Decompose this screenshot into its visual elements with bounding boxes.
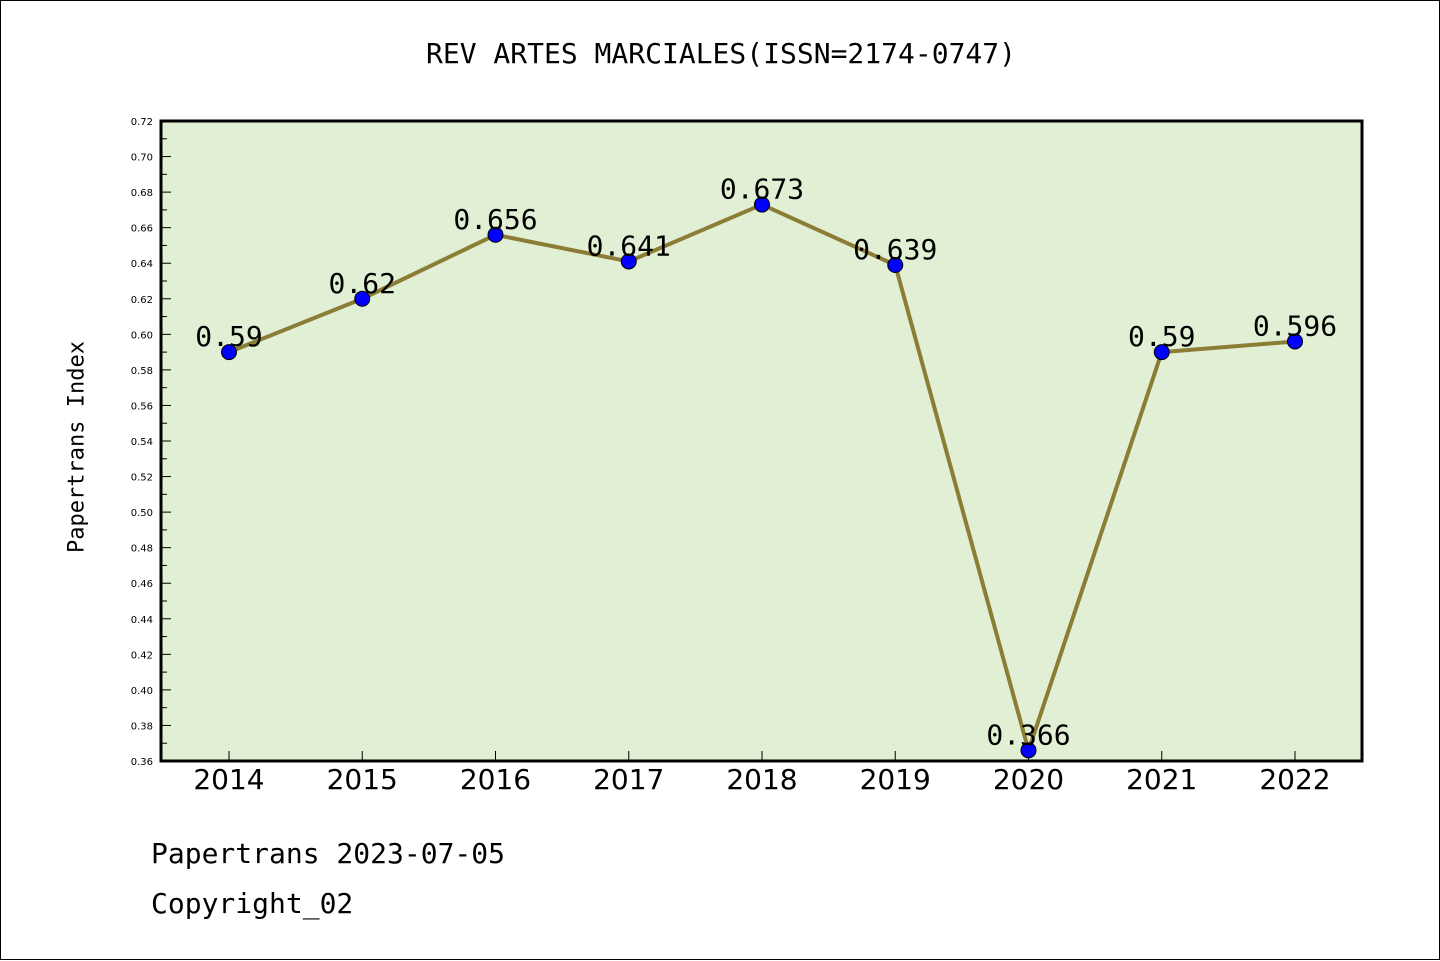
y-tick-label: 0.52 xyxy=(131,473,153,484)
y-tick-label: 0.60 xyxy=(131,330,153,341)
y-tick-label: 0.46 xyxy=(131,579,153,590)
y-tick-label: 0.64 xyxy=(131,259,153,270)
footer-date: Papertrans 2023-07-05 xyxy=(151,837,506,870)
data-point xyxy=(487,226,504,243)
data-point xyxy=(887,257,904,273)
x-tick-label: 2018 xyxy=(726,763,797,796)
x-tick-label: 2016 xyxy=(460,763,531,796)
x-tick-label: 2022 xyxy=(1259,763,1330,796)
data-point xyxy=(221,344,237,361)
y-tick-label: 0.56 xyxy=(131,401,153,412)
data-label: 0.656 xyxy=(453,203,537,236)
y-tick-label: 0.40 xyxy=(131,686,153,697)
data-point xyxy=(354,290,371,307)
footer-copyright: Copyright_02 xyxy=(151,887,354,920)
y-tick-label: 0.58 xyxy=(131,366,153,377)
data-label: 0.641 xyxy=(587,229,671,262)
x-tick-label: 2019 xyxy=(860,763,931,796)
y-tick-label: 0.72 xyxy=(131,117,153,128)
y-tick-label: 0.36 xyxy=(131,757,153,768)
data-label: 0.596 xyxy=(1253,309,1337,342)
data-point xyxy=(1153,344,1170,361)
plot-frame xyxy=(159,119,1364,763)
y-tick-label: 0.48 xyxy=(131,544,153,555)
data-label: 0.673 xyxy=(720,173,804,206)
data-label: 0.366 xyxy=(986,718,1070,751)
plot-area xyxy=(161,121,1362,761)
y-tick-label: 0.68 xyxy=(131,188,153,199)
data-label: 0.59 xyxy=(195,320,262,353)
x-tick-label: 2014 xyxy=(193,763,264,796)
data-point xyxy=(620,253,637,270)
x-tick-label: 2017 xyxy=(593,763,664,796)
chart-title: REV ARTES MARCIALES(ISSN=2174-0747) xyxy=(425,37,1016,70)
data-label: 0.62 xyxy=(329,267,396,300)
series-layer: 0.59 0.62 0.656 0.641 0.673 0.639 0.366 0.59 0.5… xyxy=(195,173,1337,759)
data-point xyxy=(1020,742,1037,759)
data-point xyxy=(1287,333,1303,350)
x-axis: 2014 2015 2016 2017 2018 2019 2020 2021 2022 xyxy=(193,751,1331,796)
x-tick-label: 2020 xyxy=(993,763,1064,796)
y-tick-label: 0.50 xyxy=(131,508,153,519)
y-tick-label: 0.70 xyxy=(131,153,153,164)
x-tick-label: 2015 xyxy=(327,763,398,796)
y-tick-label: 0.66 xyxy=(131,224,153,235)
y-tick-label: 0.44 xyxy=(131,615,153,626)
y-tick-label: 0.38 xyxy=(131,721,153,732)
y-tick-label: 0.54 xyxy=(131,437,153,448)
y-axis: 0.36 0.38 0.40 0.42 0.44 0.46 0.48 0.50 0.52 0.54… xyxy=(131,117,171,768)
x-tick-label: 2021 xyxy=(1126,763,1197,796)
data-point xyxy=(754,196,770,213)
y-tick-label: 0.42 xyxy=(131,650,153,661)
y-tick-label: 0.62 xyxy=(131,295,153,306)
data-label: 0.639 xyxy=(853,233,937,266)
data-label: 0.59 xyxy=(1128,320,1195,353)
